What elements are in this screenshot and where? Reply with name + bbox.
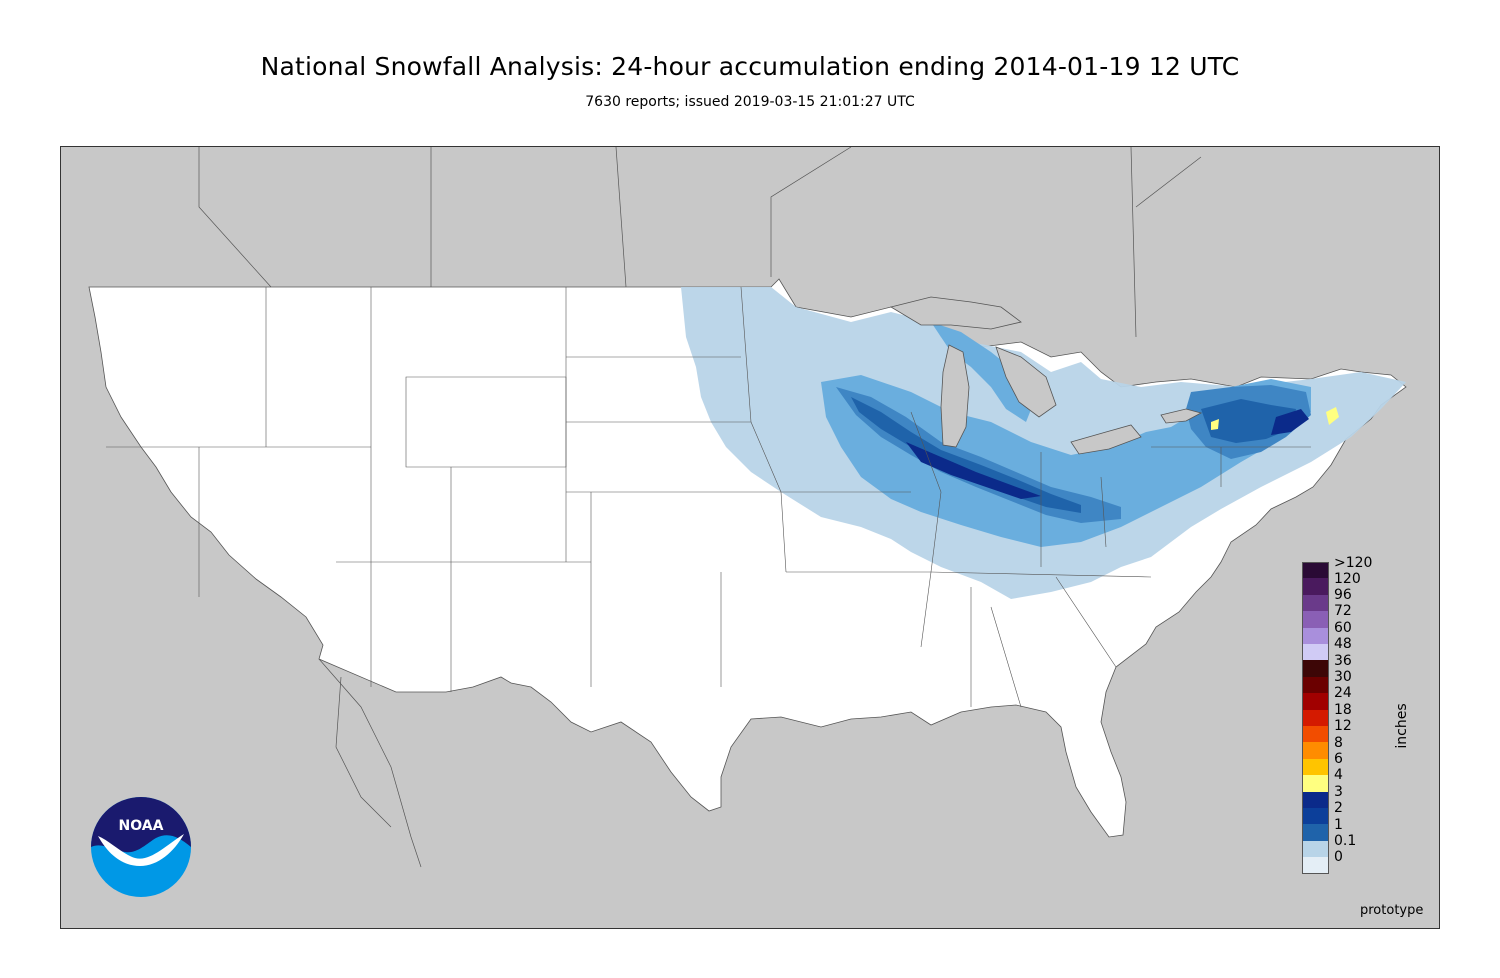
- legend-swatch: [1302, 709, 1329, 726]
- map-svg: [88, 147, 1407, 868]
- legend-label: 30: [1334, 669, 1352, 685]
- legend-label: 0.1: [1334, 833, 1357, 849]
- legend-label: 0: [1334, 849, 1343, 865]
- snow-4: [906, 409, 1309, 499]
- legend-swatch: [1302, 808, 1329, 825]
- legend-border: [1302, 562, 1329, 874]
- legend-label: 2: [1334, 800, 1343, 816]
- legend-swatch: [1302, 644, 1329, 661]
- snow-6: [1211, 407, 1339, 430]
- snowfall-map: [60, 146, 1440, 929]
- legend-swatch: [1302, 758, 1329, 776]
- state-lines: [106, 286, 1311, 708]
- legend-swatch: [1302, 562, 1329, 579]
- legend-swatch: [1302, 627, 1329, 644]
- legend-label: 72: [1334, 603, 1352, 619]
- legend-swatch: [1302, 824, 1329, 841]
- legend-swatch: [1302, 840, 1329, 858]
- legend-label: 120: [1334, 571, 1361, 587]
- legend-swatch: [1302, 791, 1329, 808]
- legend-label: 8: [1334, 735, 1343, 751]
- legend-label: 4: [1334, 767, 1343, 783]
- legend-units: inches: [1394, 703, 1410, 749]
- legend-label: 60: [1334, 620, 1352, 636]
- legend-label: 1: [1334, 817, 1343, 833]
- noaa-logo: NOAA: [91, 797, 191, 897]
- legend-swatch: [1302, 857, 1329, 874]
- legend-swatch: [1302, 578, 1329, 595]
- legend-swatch: [1302, 742, 1329, 759]
- prototype-label: prototype: [1360, 903, 1424, 918]
- legend-label: 12: [1334, 718, 1352, 734]
- legend-label: 96: [1334, 587, 1352, 603]
- noaa-logo-text: NOAA: [119, 818, 164, 834]
- intl-lines: [198, 147, 1202, 868]
- snow-light: [681, 287, 1406, 599]
- legend-label: 36: [1334, 653, 1352, 669]
- legend-label: 48: [1334, 636, 1352, 652]
- map-title: National Snowfall Analysis: 24-hour accu…: [260, 52, 1240, 81]
- map-subtitle: 7630 reports; issued 2019-03-15 21:01:27…: [585, 94, 915, 110]
- legend-label: 6: [1334, 751, 1343, 767]
- legend-swatch: [1302, 660, 1329, 677]
- legend-label: 3: [1334, 784, 1343, 800]
- legend-label: 24: [1334, 685, 1352, 701]
- legend-swatch: [1302, 693, 1329, 710]
- great-lakes: [889, 296, 1203, 455]
- legend-swatch: [1302, 726, 1329, 743]
- legend-swatch: [1302, 594, 1329, 612]
- legend-swatch: [1302, 676, 1329, 694]
- legend-label: >120: [1334, 555, 1373, 571]
- legend-label: 18: [1334, 702, 1352, 718]
- legend-swatch: [1302, 775, 1329, 792]
- legend-swatch: [1302, 611, 1329, 628]
